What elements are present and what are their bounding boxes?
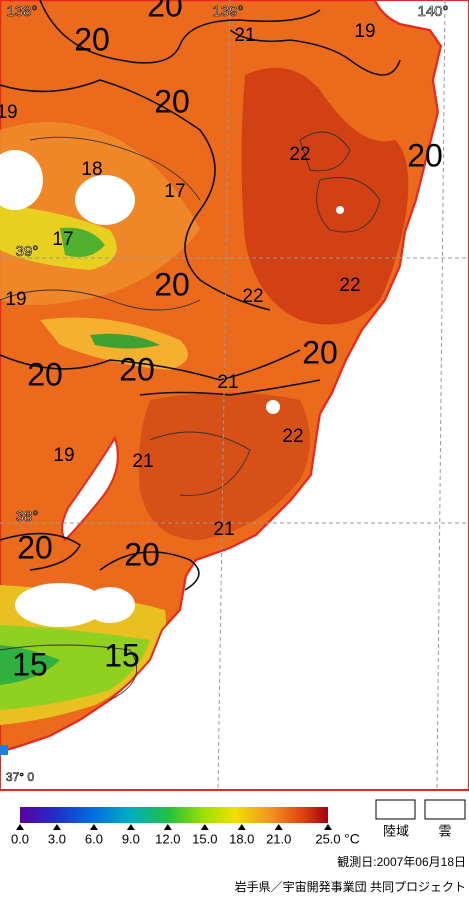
tick-mark [200, 824, 209, 830]
legend-swatch [424, 799, 466, 820]
contour-label: 20 [407, 137, 443, 173]
contour-label: 18 [81, 159, 102, 180]
legend-swatch [375, 799, 416, 820]
tick-mark [274, 824, 283, 830]
cloud [0, 150, 344, 627]
contour-label: 17 [52, 229, 73, 250]
tick-mark [324, 824, 332, 830]
contour-label: 22 [289, 144, 310, 165]
contour-label: 20 [74, 21, 110, 57]
land [61, 435, 119, 542]
tick-label: 3.0 [48, 831, 66, 846]
color-bar-ticks: 0.0 3.0 6.0 9.0 12.0 15.0 18.0 21.0 25.0 [11, 824, 341, 846]
cool-area [0, 625, 150, 710]
tick-mark [16, 824, 24, 830]
contour-label: 20 [124, 536, 160, 572]
tick-label: 9.0 [122, 831, 140, 846]
lat-label: 37° 0 [6, 770, 34, 784]
lat-label: 38° [16, 508, 39, 525]
color-bar [20, 807, 328, 823]
edge [0, 745, 8, 755]
contour-label: 22 [339, 275, 360, 296]
tick-mark [163, 824, 172, 830]
lon-label: 139° [212, 3, 243, 20]
contour-label: 21 [234, 25, 255, 46]
tick-label: 0.0 [11, 831, 29, 846]
warm-area [138, 392, 310, 540]
contour-label: 20 [119, 351, 155, 387]
cool-area [90, 333, 160, 349]
contour-label: 20 [17, 529, 53, 565]
contour-label: 15 [12, 646, 48, 682]
lon-label: 140° [417, 3, 448, 20]
lat-label: 39° [16, 243, 39, 260]
contour-label: 20 [302, 334, 338, 370]
contour-label: 21 [132, 451, 153, 472]
tick-label: 21.0 [266, 831, 291, 846]
contours [0, 0, 401, 701]
tick-label: 15.0 [192, 831, 217, 846]
contour-label: 20 [27, 356, 63, 392]
tick-label: 18.0 [229, 831, 254, 846]
tick-mark [52, 824, 61, 830]
contour-label: 20 [147, 0, 183, 23]
contour-label: 20 [154, 83, 190, 119]
tick-mark [237, 824, 246, 830]
contour-label: 15 [104, 637, 140, 673]
tick-mark [89, 824, 98, 830]
tick-label: 25.0 [315, 831, 340, 846]
unit: °C [344, 831, 360, 847]
cool-area [0, 645, 60, 685]
tick-label: 6.0 [85, 831, 103, 846]
legend-label: 陸域 [383, 823, 409, 838]
contour-label: 19 [0, 102, 18, 123]
date: 観測日:2007年06月18日 [337, 855, 466, 869]
tick-label: 12.0 [155, 831, 180, 846]
cool-area [60, 227, 105, 258]
land [0, 0, 469, 791]
lon-label: 138° [6, 3, 37, 20]
contour-label: 19 [5, 289, 26, 310]
contour-label: 22 [242, 286, 263, 307]
credit: 岩手県／宇宙開発事業団 共同プロジェクト [235, 879, 466, 894]
contour-label: 21 [217, 372, 238, 393]
graticule [0, 0, 469, 791]
tick-mark [126, 824, 135, 830]
contour-label: 21 [213, 519, 234, 540]
contour-label: 20 [154, 266, 190, 302]
contour-label: 19 [354, 21, 375, 42]
contour-label: 22 [282, 426, 303, 447]
legend-label: 雲 [438, 823, 451, 838]
warm-area [241, 67, 409, 325]
contour-label: 19 [53, 445, 74, 466]
contour-label: 17 [164, 181, 185, 202]
